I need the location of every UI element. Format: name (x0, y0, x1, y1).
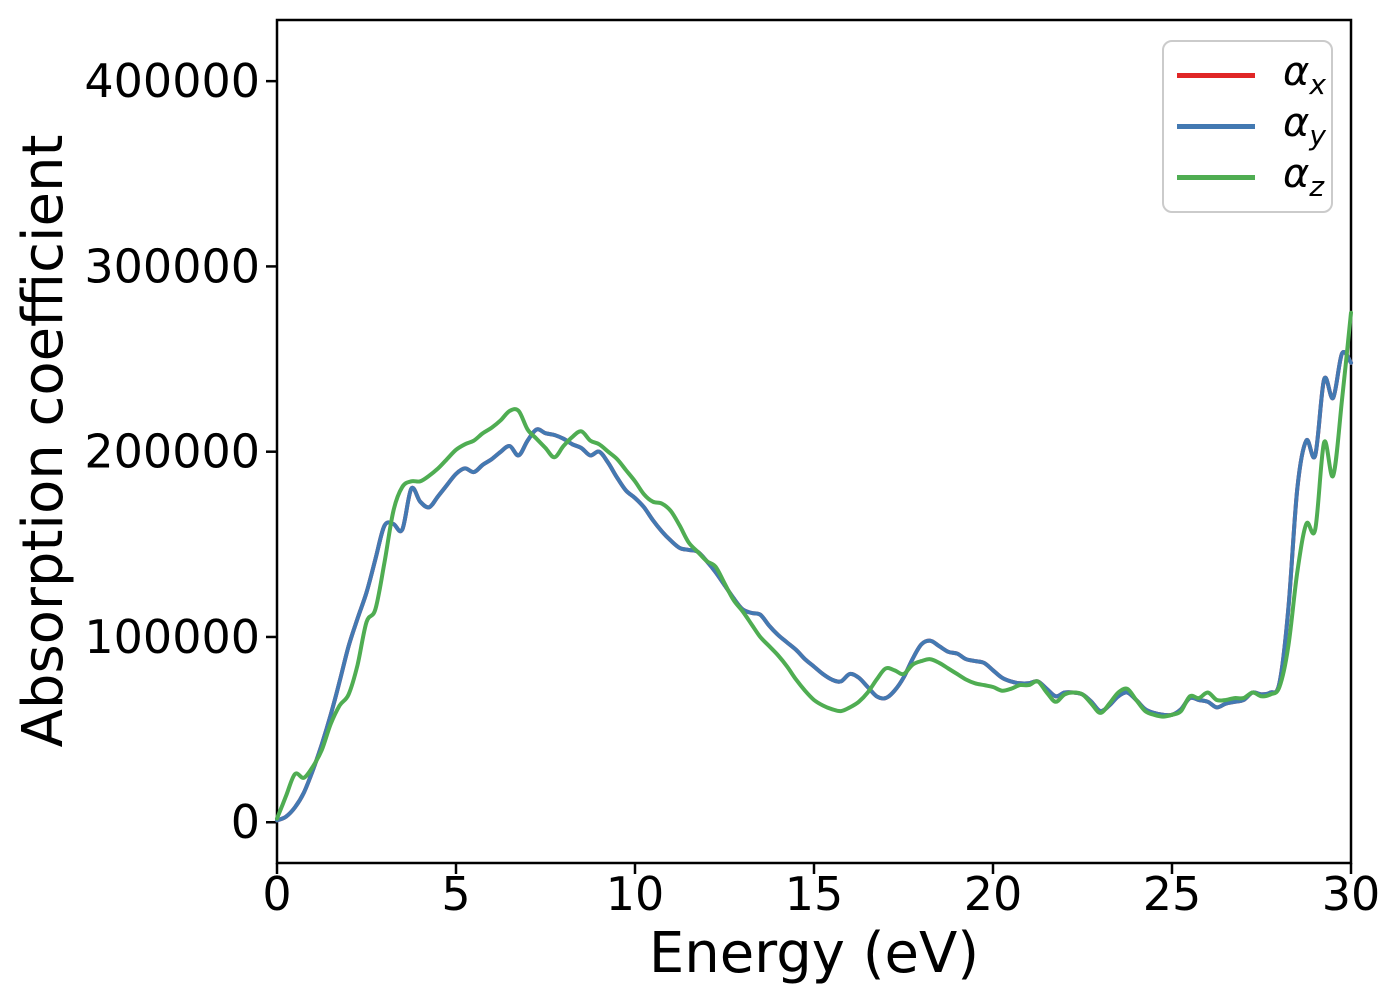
legend: αx αy αz (1162, 40, 1333, 213)
y-tick-label: 200000 (84, 425, 260, 479)
x-tick-label: 25 (1143, 867, 1202, 921)
legend-item-alpha-y: αy (1164, 101, 1331, 152)
curve-alpha-x (275, 350, 1353, 823)
x-tick-label: 15 (785, 867, 844, 921)
legend-swatch-alpha-y (1177, 124, 1255, 129)
y-tick-label: 400000 (84, 54, 260, 108)
legend-swatch-alpha-x (1177, 73, 1255, 78)
curve-alpha-z (275, 310, 1353, 821)
x-axis-label: Energy (eV) (649, 921, 979, 986)
legend-item-alpha-x: αx (1164, 50, 1331, 101)
x-tick-label: 0 (262, 867, 291, 921)
legend-label-alpha-y: αy (1283, 100, 1326, 152)
legend-swatch-alpha-z (1177, 175, 1255, 180)
y-tick-label: 300000 (84, 239, 260, 293)
curve-alpha-y (275, 350, 1353, 823)
y-tick-label: 100000 (84, 610, 260, 664)
x-tick-label: 30 (1322, 867, 1381, 921)
x-tick-label: 10 (606, 867, 665, 921)
curves-group (275, 310, 1353, 823)
ticks-group: 0 5 10 15 20 25 30 0 100000 200000 300000 400000 (84, 54, 1380, 921)
legend-label-alpha-z: αz (1283, 151, 1325, 203)
y-axis-label: Absorption coefficient (11, 135, 76, 748)
y-tick-label: 0 (231, 795, 260, 849)
x-tick-label: 5 (441, 867, 470, 921)
legend-label-alpha-x: αx (1283, 49, 1326, 101)
legend-item-alpha-z: αz (1164, 152, 1331, 203)
x-tick-label: 20 (964, 867, 1023, 921)
